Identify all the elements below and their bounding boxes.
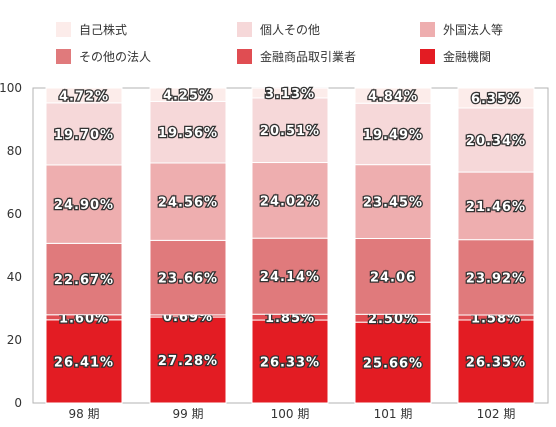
bar-segment (45, 242, 123, 316)
data-label: 23.92% (466, 271, 526, 286)
x-category-label: 100 期 (271, 407, 310, 421)
data-label: 3.13% (265, 87, 315, 102)
bar-segment (149, 100, 227, 164)
data-label: 26.33% (260, 356, 320, 371)
bar-segment (457, 319, 535, 404)
y-tick-label: 40 (7, 270, 22, 284)
data-label: 26.41% (54, 355, 114, 370)
data-label: 25.66% (363, 357, 423, 372)
data-label: 2.50% (368, 312, 418, 327)
legend-label: 自己株式 (79, 22, 127, 37)
data-label: 6.35% (471, 92, 521, 107)
data-label: 26.35% (466, 355, 526, 370)
bar-segment (45, 102, 123, 166)
bar-segment (149, 239, 227, 316)
legend-label: 金融商品取引業者 (260, 49, 356, 64)
legend-swatch (420, 22, 435, 37)
legend-label: 個人その他 (260, 23, 320, 37)
data-label: 19.70% (54, 128, 114, 143)
y-tick-label: 100 (0, 81, 22, 95)
data-label: 24.56% (158, 196, 218, 211)
bar-segment (354, 102, 432, 166)
y-tick-label: 0 (14, 396, 22, 410)
x-category-label: 98 期 (68, 407, 99, 421)
legend-label: その他の法人 (79, 50, 151, 64)
y-tick-label: 60 (7, 207, 22, 221)
legend-label: 金融機関 (443, 49, 491, 64)
data-label: 20.51% (260, 124, 320, 139)
x-category-label: 99 期 (172, 407, 203, 421)
legend-swatch (56, 49, 71, 64)
bar-segment (149, 162, 227, 241)
y-tick-label: 20 (7, 333, 22, 347)
data-label: 4.84% (368, 90, 418, 105)
bar-segment (251, 97, 329, 164)
data-label: 27.28% (158, 354, 218, 369)
bar-segment (457, 239, 535, 316)
bar-segment (457, 87, 535, 109)
data-label: 23.66% (158, 272, 218, 287)
data-label: 23.45% (363, 196, 423, 211)
data-label: 24.02% (260, 194, 320, 209)
bar-segment (149, 87, 227, 102)
data-label: 21.46% (466, 200, 526, 215)
x-category-label: 101 期 (374, 407, 413, 421)
data-label: 4.25% (163, 89, 213, 104)
legend-swatch (56, 22, 71, 37)
bar-segment (251, 87, 329, 99)
data-label: 24.14% (260, 270, 320, 285)
legend-swatch (420, 49, 435, 64)
bar-segment (251, 319, 329, 404)
data-label: 24.90% (54, 198, 114, 213)
data-label: 19.56% (158, 126, 218, 141)
bar-segment (45, 87, 123, 104)
legend-label: 外国法人等 (443, 23, 503, 37)
data-label: 20.34% (466, 134, 526, 149)
data-label: 19.49% (363, 128, 423, 143)
legend-swatch (237, 22, 252, 37)
legend-swatch (237, 49, 252, 64)
bar-segment (45, 164, 123, 244)
data-label: 24.06 (370, 270, 416, 285)
bar-segment (354, 238, 432, 315)
data-label: 4.72% (59, 89, 109, 104)
bar-segment (354, 321, 432, 404)
bar-segment (251, 162, 329, 239)
bar-segment (251, 237, 329, 315)
data-label: 22.67% (54, 273, 114, 288)
plot-area: 02040608010026.41%1.60%22.67%24.90%19.70… (0, 81, 549, 421)
y-tick-label: 80 (7, 144, 22, 158)
x-category-label: 102 期 (477, 407, 516, 421)
bar-segment (354, 87, 432, 104)
bar-segment (457, 171, 535, 241)
